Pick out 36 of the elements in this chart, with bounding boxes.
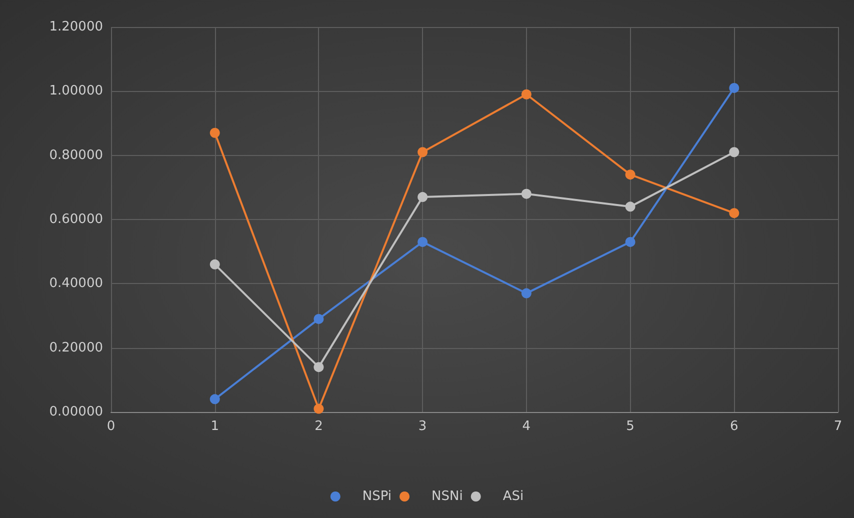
x-tick-label: 7: [834, 419, 842, 434]
x-tick-label: 3: [418, 419, 427, 434]
point: [729, 208, 740, 218]
point: [729, 82, 740, 93]
legend-label: ASi: [502, 489, 524, 504]
y-tick-label: 0.40000: [49, 276, 103, 292]
point: [521, 288, 532, 298]
y-tick-label: 0.60000: [49, 212, 103, 227]
x-tick-label: 1: [210, 419, 219, 434]
point: [625, 236, 636, 247]
point: [625, 202, 636, 212]
point: [210, 394, 220, 404]
x-tick-label: 6: [730, 419, 738, 434]
point: [418, 192, 428, 202]
point: [729, 147, 740, 158]
point: [314, 314, 324, 324]
y-tick-label: 0.80000: [49, 148, 103, 163]
point: [418, 147, 428, 158]
y-tick-label: 0.00000: [49, 404, 103, 420]
x-tick-label: 0: [106, 419, 116, 434]
point: [521, 188, 532, 199]
point: [210, 128, 220, 138]
point: [210, 259, 220, 270]
point: [314, 404, 324, 414]
y-tick-label: 1.20000: [49, 20, 103, 34]
point: [418, 236, 428, 247]
legend-label: NSNi: [432, 489, 463, 504]
legend-label: NSPi: [362, 489, 392, 504]
x-tick-label: 2: [314, 419, 323, 434]
y-tick-label: 1.00000: [49, 84, 103, 99]
point: [314, 362, 324, 372]
x-tick-label: 4: [522, 419, 531, 434]
point: [521, 89, 532, 100]
x-tick-label: 5: [626, 419, 634, 434]
y-tick-label: 0.20000: [49, 340, 103, 356]
point: [625, 170, 636, 180]
